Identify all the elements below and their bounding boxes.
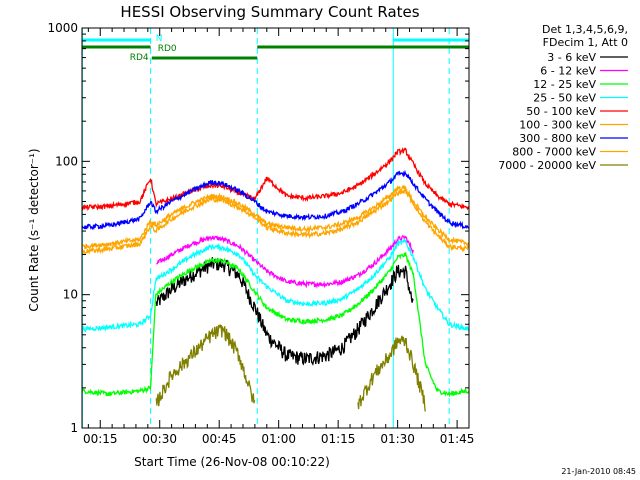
- series-line-8: [155, 324, 256, 407]
- legend-label: 300 - 800 keV: [519, 132, 596, 145]
- x-axis-label: Start Time (26-Nov-08 00:10:22): [134, 455, 330, 469]
- legend-label: 3 - 6 keV: [547, 51, 596, 64]
- legend-label: 6 - 12 keV: [540, 65, 596, 78]
- x-tick-label: 00:15: [83, 432, 118, 446]
- flag-label-rd0: RD0: [158, 44, 177, 54]
- series-line-4: [82, 147, 469, 211]
- x-tick-label: 01:00: [261, 432, 296, 446]
- legend-header-2: FDecim 1, Att 0: [543, 36, 628, 49]
- x-tick-label: 00:45: [202, 432, 237, 446]
- series-line-5: [82, 185, 469, 250]
- series-line-8: [357, 335, 426, 412]
- y-axis-label: Count Rate (s⁻¹ detector⁻¹): [27, 148, 41, 311]
- x-tick-label: 00:30: [142, 432, 177, 446]
- chart-title: HESSI Observing Summary Count Rates: [120, 3, 419, 21]
- plot-frame: [81, 27, 470, 429]
- series-line-2: [82, 252, 469, 398]
- legend-label: 25 - 50 keV: [533, 92, 596, 105]
- legend-label: 100 - 300 keV: [519, 119, 596, 132]
- series-line-3: [82, 237, 469, 333]
- legend-label: 7000 - 20000 keV: [498, 159, 596, 172]
- series-line-1: [156, 234, 414, 289]
- legend-label: 12 - 25 keV: [533, 78, 596, 91]
- x-tick-label: 01:15: [321, 432, 356, 446]
- x-tick-label: 01:45: [440, 432, 475, 446]
- y-tick-label: 10: [63, 288, 78, 302]
- series-line-7: [82, 188, 469, 255]
- legend-label: 800 - 7000 keV: [512, 146, 596, 159]
- series-line-0: [155, 257, 414, 366]
- y-tick-label: 1000: [47, 21, 78, 35]
- x-tick-label: 01:30: [380, 432, 415, 446]
- y-tick-label: 100: [55, 154, 78, 168]
- y-tick-label: 1: [70, 421, 78, 435]
- flag-label-n: N: [156, 34, 163, 44]
- footer-timestamp: 21-Jan-2010 08:45: [561, 467, 636, 476]
- series-line-6: [82, 169, 469, 231]
- flag-label-rd4: RD4: [130, 53, 149, 63]
- legend-label: 50 - 100 keV: [526, 105, 596, 118]
- legend-header-1: Det 1,3,4,5,6,9,: [542, 23, 628, 36]
